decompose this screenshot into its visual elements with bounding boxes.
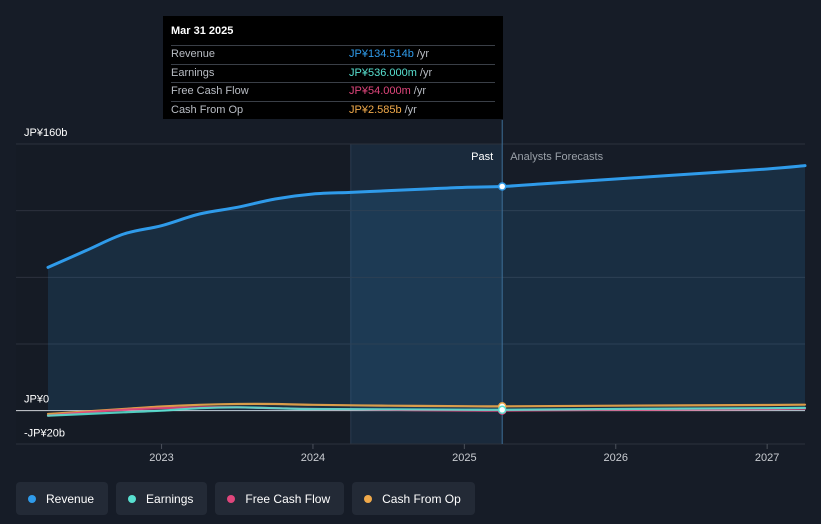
tooltip-unit: /yr [416, 48, 430, 60]
legend-item-revenue[interactable]: Revenue [16, 482, 109, 515]
tooltip-row-free-cash-flow: Free Cash Flow JP¥54.000m /yr [171, 82, 495, 101]
x-tick-label: 2024 [301, 452, 325, 464]
legend-label: Earnings [146, 491, 194, 506]
legend-item-earnings[interactable]: Earnings [116, 482, 208, 515]
x-tick-label: 2027 [755, 452, 779, 464]
forecast-label: Analysts Forecasts [510, 151, 603, 163]
x-tick-label: 2026 [604, 452, 628, 464]
legend-label: Free Cash Flow [245, 491, 331, 506]
y-label-bottom: -JP¥20b [24, 428, 65, 440]
past-region [16, 144, 351, 444]
chart-legend: Revenue Earnings Free Cash Flow Cash Fro… [16, 482, 475, 515]
earnings-marker [497, 405, 507, 415]
tooltip-unit: /yr [419, 66, 433, 79]
legend-dot-icon [227, 494, 236, 503]
y-label-zero: JP¥0 [24, 394, 49, 406]
past-label: Past [471, 151, 493, 163]
tooltip-label: Earnings [171, 66, 215, 79]
y-label-top: JP¥160b [24, 127, 67, 139]
data-tooltip: Mar 31 2025 Revenue JP¥134.514b /yr Earn… [163, 16, 503, 119]
tooltip-unit: /yr [404, 103, 417, 116]
tooltip-label: Cash From Op [171, 103, 244, 116]
legend-dot-icon [128, 494, 137, 503]
tooltip-date: Mar 31 2025 [171, 25, 234, 37]
x-tick-label: 2023 [149, 452, 173, 464]
tooltip-value: JP¥536.000m [349, 66, 417, 79]
earnings-line [46, 406, 807, 417]
tooltip-value: JP¥2.585b [349, 103, 402, 116]
tooltip-row-cash-from-op: Cash From Op JP¥2.585b /yr [171, 100, 495, 120]
legend-label: Revenue [46, 491, 95, 506]
x-tick-label: 2025 [452, 452, 476, 464]
revenue-area [48, 165, 805, 411]
tooltip-row-earnings: Earnings JP¥536.000m /yr [171, 63, 495, 83]
legend-item-cash-from-op[interactable]: Cash From Op [352, 482, 475, 515]
legend-label: Cash From Op [382, 491, 461, 506]
tooltip-unit: /yr [413, 85, 426, 97]
legend-dot-icon [28, 494, 36, 503]
highlight-region [350, 144, 503, 444]
revenue-line [46, 164, 807, 269]
tooltip-label: Free Cash Flow [171, 85, 249, 97]
legend-item-free-cash-flow[interactable]: Free Cash Flow [215, 482, 345, 515]
tooltip-value: JP¥134.514b [349, 48, 414, 60]
revenue-marker [497, 182, 507, 191]
legend-dot-icon [364, 494, 373, 503]
tooltip-label: Revenue [171, 48, 216, 60]
tooltip-value: JP¥54.000m [349, 85, 411, 97]
tooltip-row-revenue: Revenue JP¥134.514b /yr [171, 45, 495, 64]
